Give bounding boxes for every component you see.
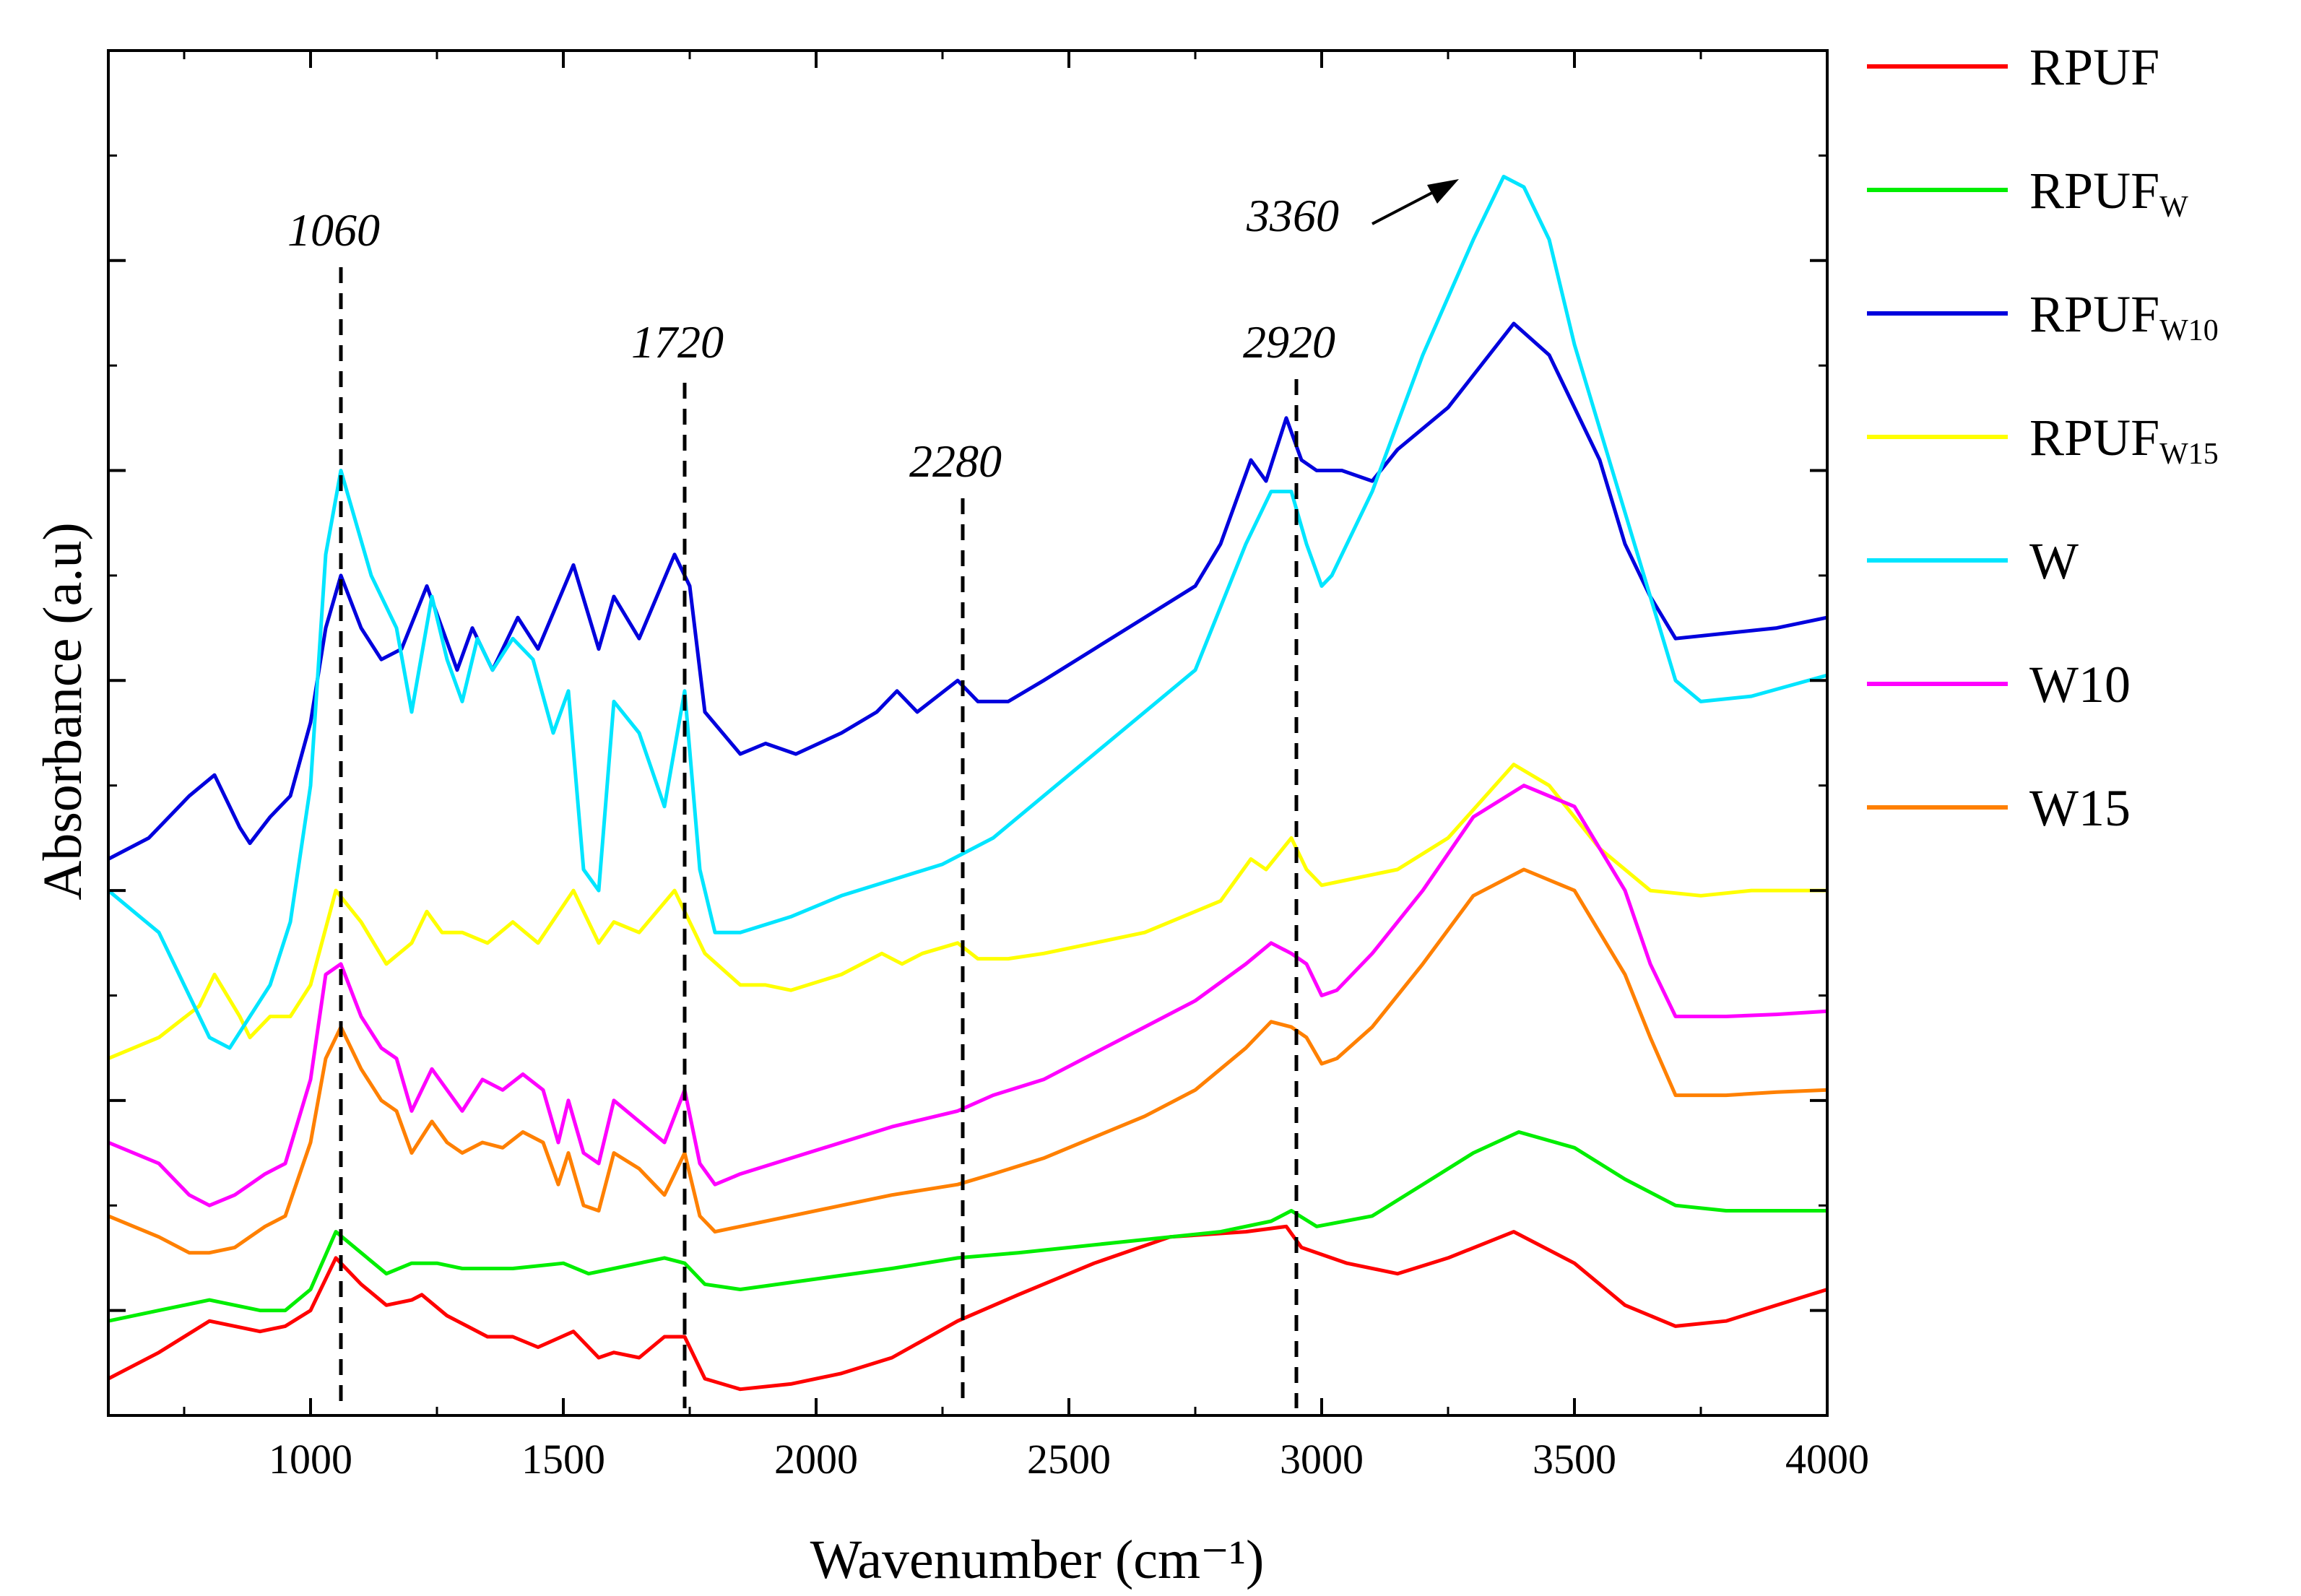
legend-label: RPUFW15 [2029, 409, 2219, 471]
legend-label: W [2029, 532, 2079, 590]
x-tick-label: 1500 [521, 1436, 605, 1483]
annotation-layer: 1060 1720 2280 2920 3360 [287, 179, 1459, 1408]
legend: RPUF RPUFW RPUFW10 RPUFW15 W W10 W15 [1867, 38, 2219, 837]
axes: 1000 1500 2000 2500 3000 3500 4000 [107, 49, 1869, 1483]
legend-label: W15 [2029, 779, 2131, 837]
plot-frame [107, 49, 1829, 1417]
annotation-label: 2280 [909, 435, 1002, 487]
x-tick-label: 4000 [1785, 1436, 1869, 1483]
x-tick-label: 1000 [269, 1436, 352, 1483]
x-tick-label: 2500 [1027, 1436, 1111, 1483]
series-line-1 [108, 1130, 1827, 1323]
legend-label: RPUFW10 [2029, 285, 2219, 347]
x-axis-title: Wavenumber (cm⁻¹) [810, 1530, 1265, 1590]
series-line-5 [108, 784, 1828, 1207]
legend-label: RPUF [2029, 38, 2159, 96]
annotation-label: 3360 [1246, 190, 1339, 241]
x-tick-label: 3000 [1280, 1436, 1364, 1483]
series-line-4 [107, 175, 1828, 1050]
series-line-0 [107, 1224, 1828, 1392]
x-tick-label: 3500 [1533, 1436, 1616, 1483]
annotation-label: 2920 [1243, 316, 1335, 368]
x-tick-label: 2000 [774, 1436, 858, 1483]
series-line-3 [108, 763, 1827, 1061]
annotation-label: 1720 [631, 316, 724, 368]
series-line-2 [107, 321, 1828, 861]
series-layer [107, 175, 1828, 1392]
annotation-label: 1060 [287, 204, 380, 256]
legend-label: W10 [2029, 656, 2131, 714]
annotation-arrow-head [1427, 179, 1459, 204]
legend-label: RPUFW [2029, 162, 2188, 224]
series-line-6 [108, 867, 1828, 1255]
y-axis-title: Absorbance (a.u) [32, 522, 93, 900]
